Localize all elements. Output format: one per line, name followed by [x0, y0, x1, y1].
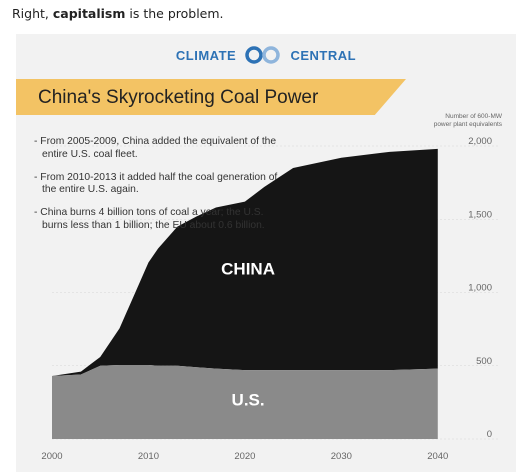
y-tick-label: 0 — [487, 429, 492, 440]
post-bold-word: capitalism — [52, 6, 126, 21]
y-tick-label: 1,000 — [468, 283, 492, 294]
unit-label: Number of 600-MW power plant equivalents — [392, 113, 502, 129]
post-prefix: Right, — [12, 6, 53, 21]
bullet-item: - From 2010-2013 it added half the coal … — [34, 171, 278, 196]
post-text: Right, capitalism is the problem. — [12, 6, 224, 21]
china-area — [52, 148, 438, 377]
unit-label-line-2: power plant equivalents — [433, 121, 502, 128]
coal-power-chart: CHINA U.S. 0 500 1,000 1,500 2,000 2000 2010 2020… — [41, 136, 500, 462]
y-tick-label: 2,000 — [468, 136, 492, 147]
brand-right: CENTRAL — [290, 47, 357, 63]
x-tick-label: 2000 — [41, 451, 62, 462]
us-area — [52, 365, 438, 439]
x-tick-label: 2030 — [331, 451, 352, 462]
bullet-list: - From 2005-2009, China added the equiva… — [34, 136, 279, 243]
title-banner: China's Skyrocketing Coal Power — [16, 79, 406, 115]
x-tick-label: 2020 — [234, 451, 255, 462]
x-tick-label: 2040 — [427, 451, 448, 462]
us-area-label: U.S. — [232, 390, 265, 409]
unit-label-line-1: Number of 600-MW — [445, 113, 502, 120]
post-suffix: is the problem. — [125, 6, 224, 21]
y-tick-label: 1,500 — [468, 209, 492, 220]
chart-title: China's Skyrocketing Coal Power — [38, 87, 319, 108]
brand-header: CLIMATE CENTRAL — [16, 46, 516, 67]
bullet-item: - China burns 4 billion tons of coal a y… — [34, 207, 265, 231]
y-tick-label: 500 — [476, 356, 492, 367]
infographic-card: CLIMATE CENTRAL China's Skyrocketing Coa… — [16, 34, 516, 472]
brand-left: CLIMATE — [175, 47, 237, 63]
bullet-item: - From 2005-2009, China added the equiva… — [34, 136, 277, 160]
china-area-label: CHINA — [221, 260, 275, 279]
x-tick-label: 2010 — [138, 451, 159, 462]
climate-central-logo-icon — [244, 46, 282, 67]
